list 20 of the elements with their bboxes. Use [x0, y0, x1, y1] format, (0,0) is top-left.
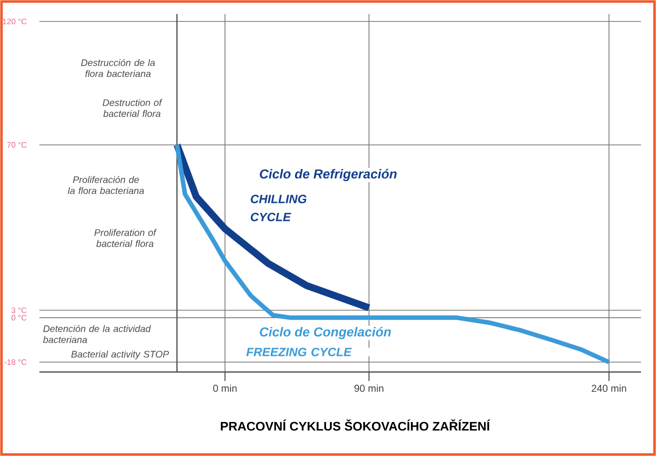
text: Ciclo de Refrigeración: [260, 168, 397, 182]
annotation: Proliferación de la flora bacteriana: [68, 176, 144, 194]
annotation: Detención de la actividad bacteriana: [43, 324, 151, 344]
annotation: Proliferation of bacterial flora: [94, 229, 157, 247]
y-tick-label: 0 °C: [12, 314, 27, 321]
annotation: Bacterial activity STOP: [71, 350, 169, 360]
y-tick-label: 70 °C: [7, 142, 27, 148]
y-tick-label: -18 °C: [4, 359, 27, 365]
annotation: Destruction of bacterial flora: [102, 99, 162, 117]
annotation: CHILLING CYCLE: [250, 194, 306, 222]
y-tick-label: 3 °C: [12, 307, 27, 314]
y-tick-label: 120 °C: [2, 18, 27, 24]
x-tick-label: 90 min: [354, 384, 384, 392]
series-label: Ciclo de Congelación: [260, 326, 391, 340]
annotation: FREEZING CYCLE: [246, 348, 352, 356]
x-tick-label: 0 min: [213, 384, 237, 392]
annotation: Destrucción de la flora bacteriana: [81, 58, 155, 78]
x-tick-label: 240 min: [592, 384, 626, 392]
text: PRACOVNÍ CYKLUS ŠOKOVACÍHO ZAŘÍZENÍ: [220, 419, 490, 431]
line-series: [174, 142, 612, 364]
